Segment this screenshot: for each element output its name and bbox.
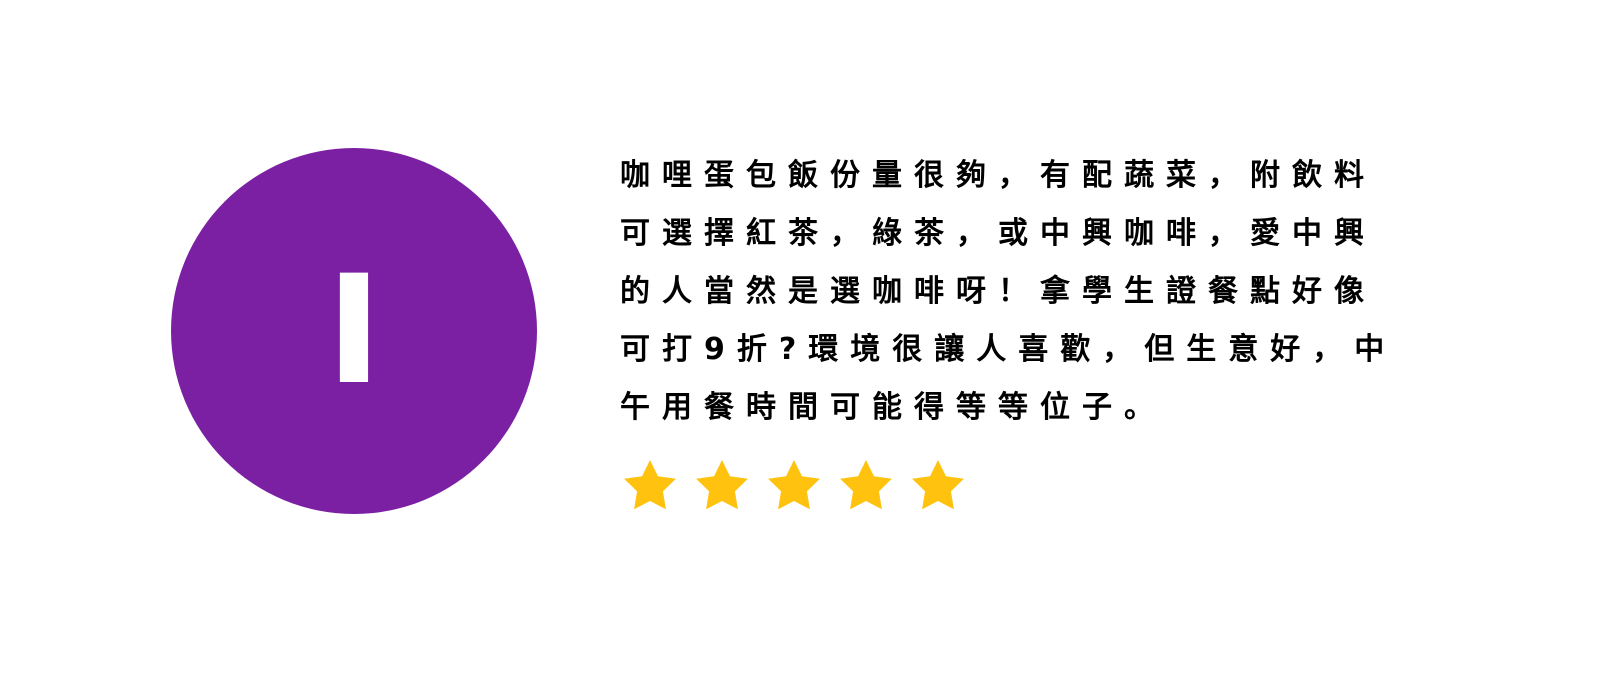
star-icon [761,454,827,520]
review-text: 咖哩蛋包飯份量很夠，有配蔬菜，附飲料 可選擇紅茶，綠茶，或中興咖啡，愛中興 的人… [620,158,1397,425]
star-icon [905,454,971,520]
star-icon [689,454,755,520]
star-rating [617,454,971,520]
star-icon [617,454,683,520]
star-icon [833,454,899,520]
avatar-initial: I [326,244,382,418]
avatar: I [171,148,537,514]
